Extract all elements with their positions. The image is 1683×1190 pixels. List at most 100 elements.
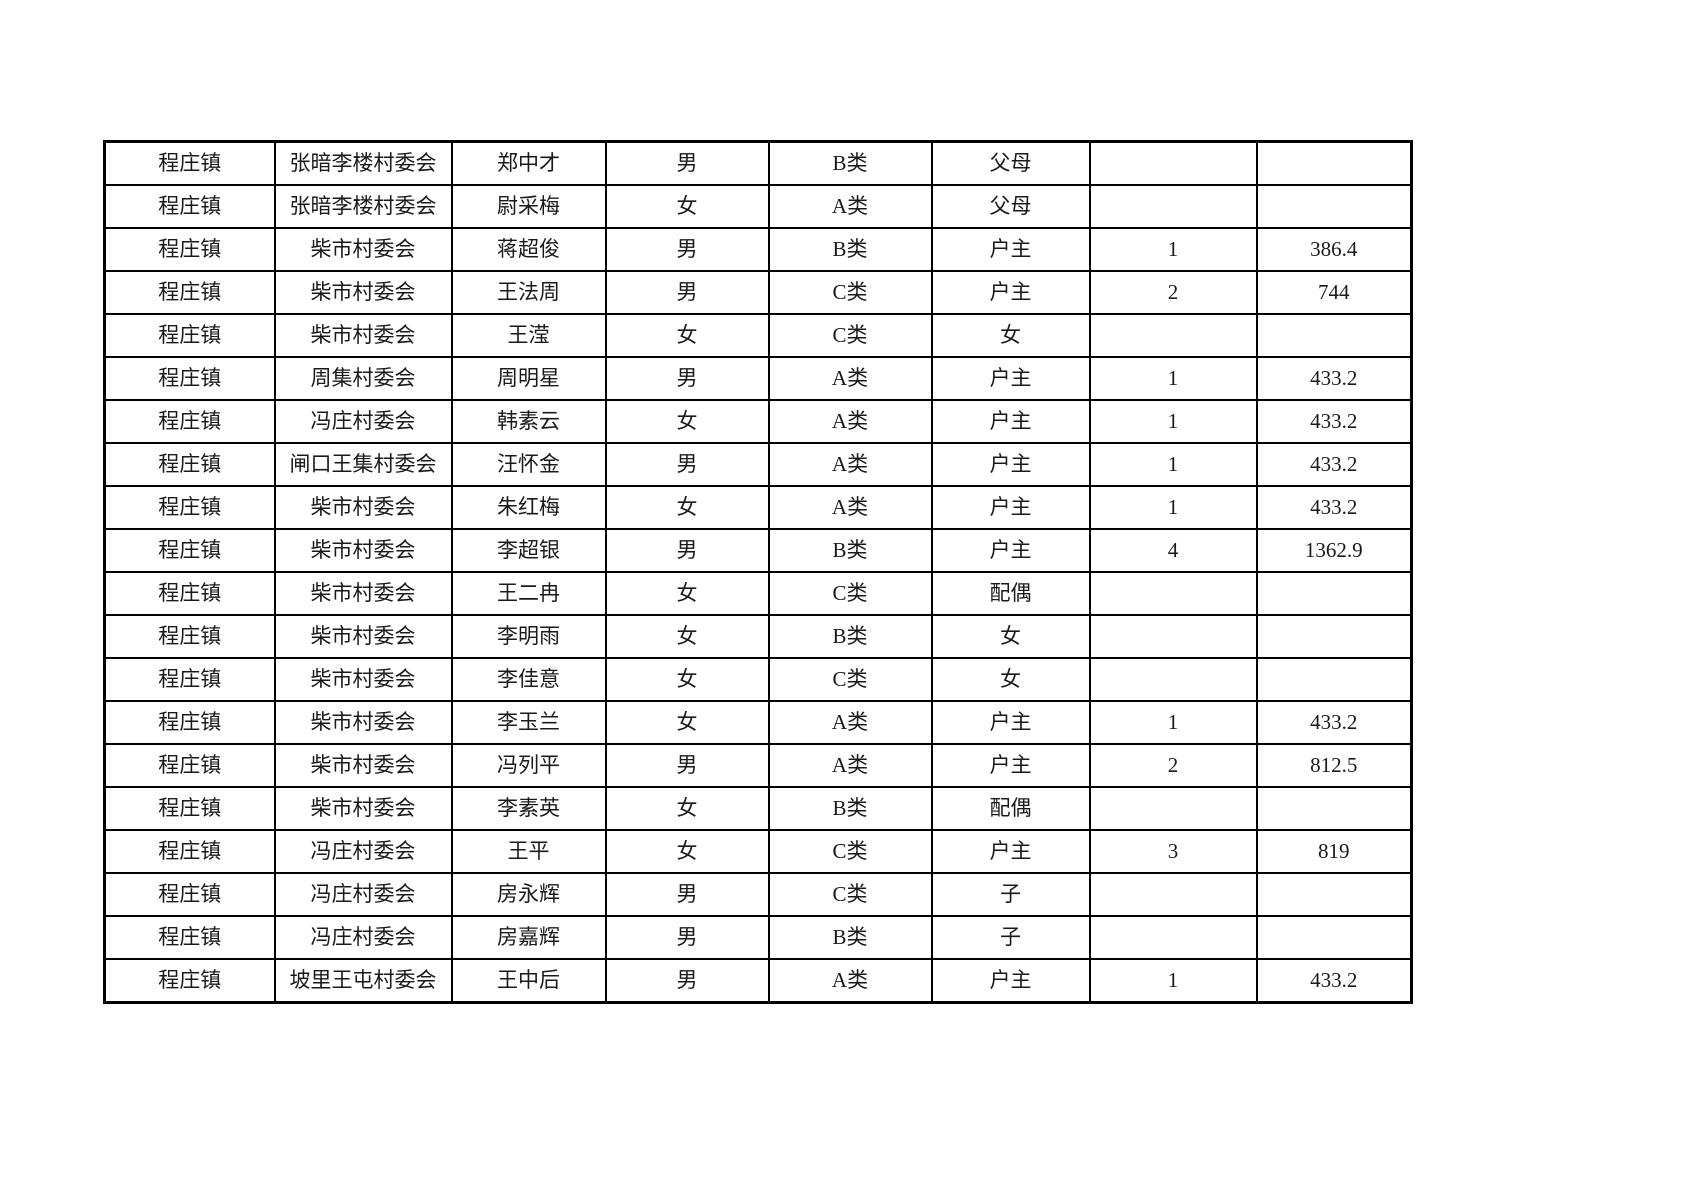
cell-town: 程庄镇 (103, 399, 276, 444)
table-row: 程庄镇 冯庄村委会 韩素云 女 A类 户主 1 433.2 (103, 399, 1413, 444)
cell-amount: 433.2 (1255, 958, 1413, 1004)
cell-person-name: 尉采梅 (450, 184, 607, 229)
cell-category: B类 (767, 140, 933, 186)
cell-village-committee: 柴市村委会 (273, 227, 453, 272)
cell-relation: 配偶 (930, 571, 1091, 616)
cell-amount: 433.2 (1255, 442, 1413, 487)
cell-village-committee: 张暗李楼村委会 (273, 140, 453, 186)
table-body: 程庄镇 张暗李楼村委会 郑中才 男 B类 父母 程庄镇 张暗李楼村委会 尉采梅 … (103, 140, 1413, 1004)
cell-gender: 男 (604, 270, 770, 315)
cell-town: 程庄镇 (103, 829, 276, 874)
table-row: 程庄镇 柴市村委会 李素英 女 B类 配偶 (103, 786, 1413, 831)
cell-relation: 父母 (930, 184, 1091, 229)
cell-person-name: 周明星 (450, 356, 607, 401)
cell-person-name: 王二冉 (450, 571, 607, 616)
cell-town: 程庄镇 (103, 915, 276, 960)
cell-person-name: 李明雨 (450, 614, 607, 659)
cell-count: 1 (1088, 399, 1258, 444)
cell-relation: 女 (930, 657, 1091, 702)
cell-gender: 男 (604, 356, 770, 401)
cell-village-committee: 冯庄村委会 (273, 915, 453, 960)
cell-relation: 子 (930, 872, 1091, 917)
cell-town: 程庄镇 (103, 614, 276, 659)
cell-count (1088, 184, 1258, 229)
cell-gender: 女 (604, 614, 770, 659)
cell-town: 程庄镇 (103, 485, 276, 530)
cell-category: A类 (767, 356, 933, 401)
cell-amount (1255, 915, 1413, 960)
cell-village-committee: 冯庄村委会 (273, 829, 453, 874)
cell-town: 程庄镇 (103, 872, 276, 917)
cell-count (1088, 313, 1258, 358)
cell-town: 程庄镇 (103, 313, 276, 358)
cell-count: 2 (1088, 743, 1258, 788)
cell-person-name: 李素英 (450, 786, 607, 831)
cell-town: 程庄镇 (103, 442, 276, 487)
table-row: 程庄镇 坡里王屯村委会 王中后 男 A类 户主 1 433.2 (103, 958, 1413, 1004)
cell-category: A类 (767, 743, 933, 788)
cell-village-committee: 冯庄村委会 (273, 399, 453, 444)
cell-village-committee: 闸口王集村委会 (273, 442, 453, 487)
cell-amount (1255, 872, 1413, 917)
cell-gender: 女 (604, 700, 770, 745)
cell-town: 程庄镇 (103, 140, 276, 186)
cell-person-name: 李佳意 (450, 657, 607, 702)
cell-town: 程庄镇 (103, 958, 276, 1004)
cell-relation: 户主 (930, 700, 1091, 745)
cell-town: 程庄镇 (103, 657, 276, 702)
table-row: 程庄镇 张暗李楼村委会 尉采梅 女 A类 父母 (103, 184, 1413, 229)
cell-town: 程庄镇 (103, 528, 276, 573)
cell-person-name: 房嘉辉 (450, 915, 607, 960)
cell-gender: 女 (604, 485, 770, 530)
cell-person-name: 王滢 (450, 313, 607, 358)
beneficiary-table: 程庄镇 张暗李楼村委会 郑中才 男 B类 父母 程庄镇 张暗李楼村委会 尉采梅 … (103, 140, 1413, 1004)
cell-amount: 433.2 (1255, 485, 1413, 530)
cell-amount (1255, 184, 1413, 229)
cell-amount: 819 (1255, 829, 1413, 874)
cell-village-committee: 坡里王屯村委会 (273, 958, 453, 1004)
cell-village-committee: 张暗李楼村委会 (273, 184, 453, 229)
cell-category: C类 (767, 657, 933, 702)
cell-relation: 子 (930, 915, 1091, 960)
cell-village-committee: 柴市村委会 (273, 743, 453, 788)
table-row: 程庄镇 张暗李楼村委会 郑中才 男 B类 父母 (103, 140, 1413, 186)
table-row: 程庄镇 周集村委会 周明星 男 A类 户主 1 433.2 (103, 356, 1413, 401)
cell-gender: 女 (604, 657, 770, 702)
table-row: 程庄镇 冯庄村委会 房永辉 男 C类 子 (103, 872, 1413, 917)
cell-relation: 户主 (930, 958, 1091, 1004)
cell-category: C类 (767, 829, 933, 874)
cell-category: A类 (767, 485, 933, 530)
cell-amount: 433.2 (1255, 356, 1413, 401)
cell-relation: 女 (930, 313, 1091, 358)
cell-gender: 男 (604, 915, 770, 960)
cell-relation: 户主 (930, 528, 1091, 573)
table-row: 程庄镇 柴市村委会 李明雨 女 B类 女 (103, 614, 1413, 659)
cell-count: 1 (1088, 958, 1258, 1004)
cell-gender: 女 (604, 313, 770, 358)
cell-person-name: 冯列平 (450, 743, 607, 788)
table-row: 程庄镇 柴市村委会 冯列平 男 A类 户主 2 812.5 (103, 743, 1413, 788)
cell-gender: 男 (604, 872, 770, 917)
table-row: 程庄镇 柴市村委会 王二冉 女 C类 配偶 (103, 571, 1413, 616)
table-row: 程庄镇 冯庄村委会 房嘉辉 男 B类 子 (103, 915, 1413, 960)
cell-category: A类 (767, 700, 933, 745)
cell-relation: 户主 (930, 399, 1091, 444)
cell-town: 程庄镇 (103, 571, 276, 616)
cell-amount: 433.2 (1255, 700, 1413, 745)
cell-town: 程庄镇 (103, 270, 276, 315)
table-row: 程庄镇 柴市村委会 王法周 男 C类 户主 2 744 (103, 270, 1413, 315)
cell-category: C类 (767, 571, 933, 616)
table-row: 程庄镇 柴市村委会 朱红梅 女 A类 户主 1 433.2 (103, 485, 1413, 530)
cell-gender: 女 (604, 399, 770, 444)
cell-village-committee: 柴市村委会 (273, 571, 453, 616)
cell-person-name: 蒋超俊 (450, 227, 607, 272)
cell-category: C类 (767, 313, 933, 358)
cell-village-committee: 柴市村委会 (273, 270, 453, 315)
cell-count (1088, 571, 1258, 616)
cell-village-committee: 柴市村委会 (273, 786, 453, 831)
cell-category: C类 (767, 872, 933, 917)
cell-village-committee: 周集村委会 (273, 356, 453, 401)
cell-person-name: 李玉兰 (450, 700, 607, 745)
cell-relation: 户主 (930, 743, 1091, 788)
